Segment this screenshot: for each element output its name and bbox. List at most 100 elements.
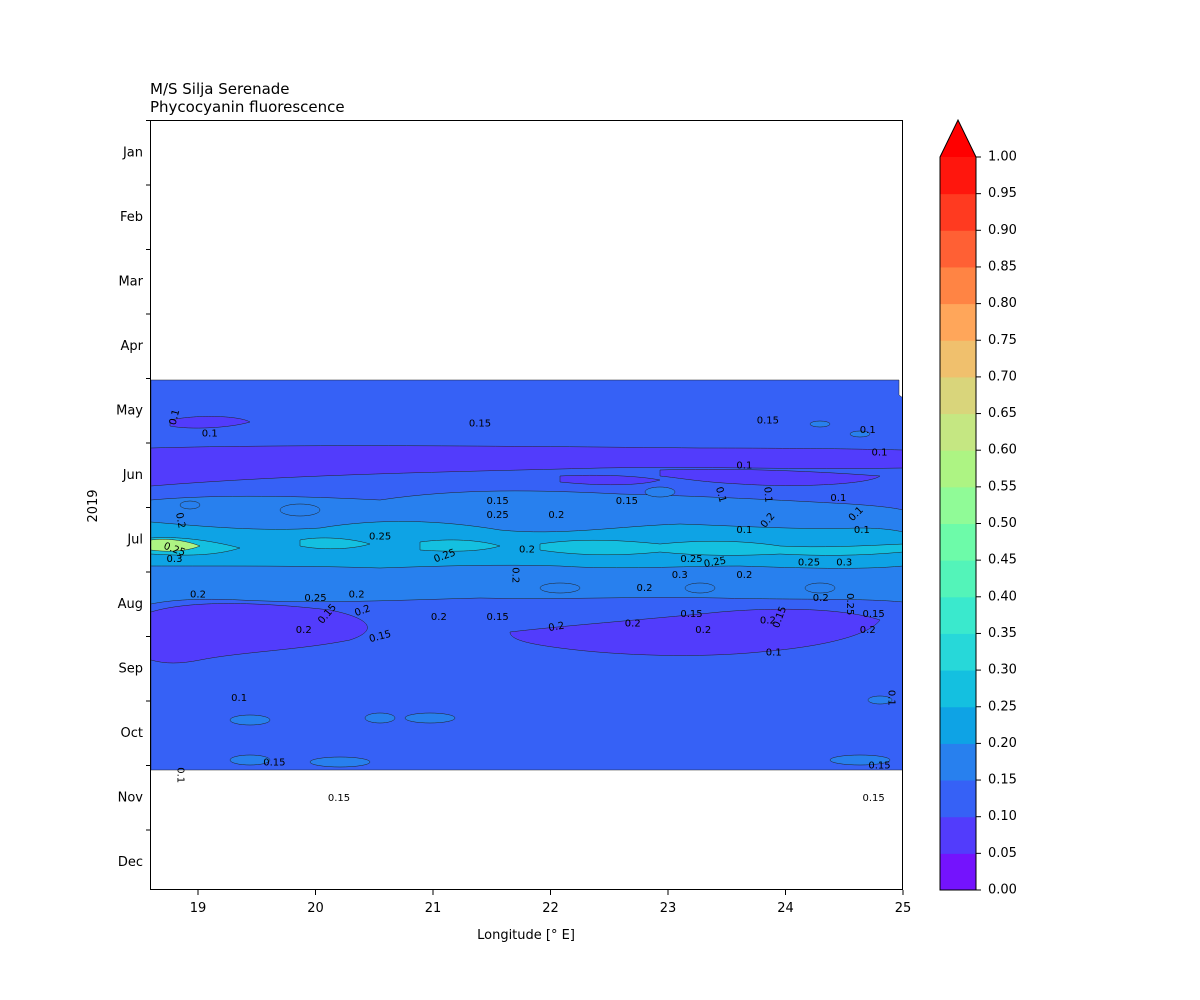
colorbar-segment [940, 450, 976, 488]
field-hotspot [151, 539, 201, 552]
contour-label: 0.3 [672, 570, 688, 581]
contour-label: 0.1 [872, 448, 888, 459]
x-tick-label: 22 [542, 901, 559, 916]
colorbar-outline [939, 118, 977, 891]
field-bloom-core [419, 539, 501, 552]
contour-label: 0.1 [854, 525, 870, 536]
colorbar-segment [940, 670, 976, 708]
x-axis-label: Longitude [° E] [477, 928, 575, 943]
colorbar-segment [940, 340, 976, 378]
colorbar-tick-label: 0.90 [988, 223, 1017, 238]
y-month-label: Feb [120, 210, 143, 225]
contour-label: 0.2 [625, 619, 641, 630]
x-tick-label: 20 [307, 901, 324, 916]
colorbar-segment [940, 413, 976, 451]
plot-area [151, 379, 903, 771]
contour-label: 0.2 [760, 615, 776, 626]
field-patch [229, 714, 271, 726]
contour-label: 0.15 [469, 419, 491, 430]
colorbar-segment [940, 486, 976, 524]
colorbar-tick-label: 0.75 [988, 333, 1017, 348]
colorbar-extend [940, 120, 976, 157]
field-bloom-core [539, 539, 903, 556]
colorbar-tick-label: 0.35 [988, 626, 1017, 641]
y-month-label: Mar [118, 274, 143, 289]
contour-label: 0.25 [369, 532, 391, 543]
y-month-label: Oct [121, 726, 143, 741]
contour-label: 0.25 [798, 557, 820, 568]
contour-label: 0.15 [486, 496, 508, 507]
field-low-aug-east [509, 608, 881, 656]
colorbar-segment [940, 230, 976, 268]
contour-label: 0.2 [173, 512, 187, 530]
contour-label: 0.15 [486, 612, 508, 623]
field-patch [229, 754, 271, 766]
contour-label: 0.3 [167, 554, 183, 565]
contour-label: 0.1 [231, 693, 247, 704]
contour-label: 0.15 [862, 609, 884, 620]
contour-label: 0.2 [296, 625, 312, 636]
contour-label: 0.25 [304, 593, 326, 604]
field-patch [804, 582, 836, 594]
contour-label: 0.25 [703, 555, 727, 570]
y-month-label: Dec [118, 855, 143, 870]
x-tick-label: 19 [190, 901, 207, 916]
plot-frame [150, 120, 903, 890]
colorbar-tick-label: 1.00 [988, 150, 1017, 165]
contour-label: 0.1 [174, 767, 185, 783]
field-patch [867, 695, 893, 705]
colorbar-tick-label: 0.30 [988, 663, 1017, 678]
colorbar-tick-label: 0.10 [988, 809, 1017, 824]
contour-label: 0.2 [736, 570, 752, 581]
y-axis: Jan Feb Mar Apr May Jun Jul Aug Sep Oct Nov Dec [116, 120, 151, 870]
contour-label: 0.2 [548, 621, 566, 635]
y-month-label: Jun [122, 468, 143, 483]
y-month-label: Apr [121, 339, 144, 354]
colorbar-segment [940, 376, 976, 415]
y-month-label: Nov [118, 790, 144, 805]
contour-label: 0.15 [616, 496, 638, 507]
contour-label: 0.15 [328, 793, 350, 804]
colorbar-tick-label: 0.00 [988, 883, 1017, 898]
contour-label: 0.3 [836, 557, 852, 568]
colorbar-segment [940, 266, 976, 305]
contour-label: 0.2 [190, 590, 206, 601]
contour-label: 0.1 [713, 486, 728, 504]
field-patch [849, 430, 871, 438]
contour-label: 0.2 [813, 593, 829, 604]
field-patch [364, 712, 396, 724]
contour-label: 0.25 [844, 593, 855, 615]
colorbar-tick-label: 0.80 [988, 296, 1017, 311]
contour-label: 0.2 [349, 590, 365, 601]
contour-label: 0.15 [862, 793, 884, 804]
colorbar-tick-label: 0.70 [988, 369, 1017, 384]
colorbar-tick-label: 0.55 [988, 479, 1017, 494]
y-month-label: Aug [118, 597, 143, 612]
contour-label: 0.15 [263, 757, 285, 768]
field-patch [279, 503, 321, 517]
colorbar-segment [940, 633, 976, 671]
colorbar-segment [940, 706, 976, 744]
contour-label: 0.25 [680, 554, 702, 565]
contour-label: 0.25 [486, 510, 508, 521]
colorbar-tick-label: 0.25 [988, 699, 1017, 714]
x-tick-label: 21 [425, 901, 442, 916]
contour-label: 0.1 [766, 648, 782, 659]
x-tick-label: 25 [895, 901, 912, 916]
field-patch [809, 420, 831, 428]
colorbar-tick-label: 0.05 [988, 846, 1017, 861]
field-patch [309, 756, 371, 768]
colorbar-tick-label: 0.40 [988, 589, 1017, 604]
contour-label: 0.1 [736, 461, 752, 472]
colorbar-segment [940, 523, 976, 561]
colorbar-tick-label: 0.95 [988, 186, 1017, 201]
colorbar-segment [940, 780, 976, 818]
field-bloom-band [151, 521, 903, 569]
field-patch [404, 712, 456, 724]
colorbar-segment [940, 560, 976, 598]
contour-label: 0.2 [353, 603, 372, 619]
colorbar-segment [940, 853, 976, 891]
field-low-aug-west [151, 603, 368, 664]
field-low-may-4 [559, 474, 661, 486]
contour-label: 0.15 [757, 415, 779, 426]
